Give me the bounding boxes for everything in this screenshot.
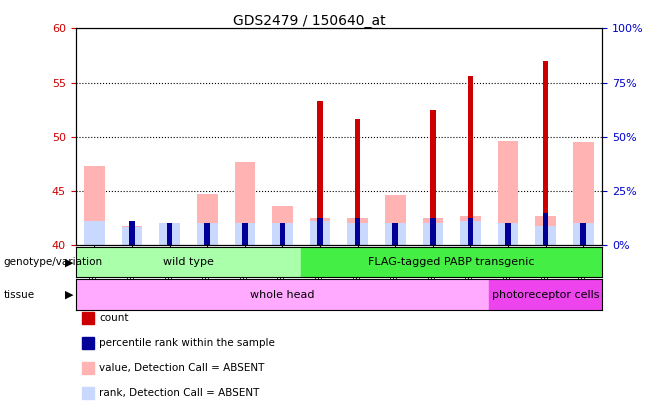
Bar: [347, 223, 368, 245]
Bar: [272, 223, 293, 245]
Bar: [497, 141, 519, 245]
Text: rank, Detection Call = ABSENT: rank, Detection Call = ABSENT: [99, 388, 260, 398]
Bar: [392, 223, 398, 245]
Bar: [310, 221, 330, 245]
Bar: [460, 221, 481, 245]
Text: count: count: [99, 313, 129, 323]
Text: ▶: ▶: [65, 257, 73, 267]
Bar: [317, 218, 323, 245]
Bar: [505, 223, 511, 245]
Bar: [497, 223, 519, 245]
Bar: [159, 223, 180, 245]
Bar: [301, 247, 602, 277]
Bar: [355, 119, 361, 245]
Bar: [430, 110, 436, 245]
Bar: [385, 223, 405, 245]
Bar: [129, 221, 135, 245]
Bar: [84, 221, 105, 245]
Bar: [76, 247, 301, 277]
Bar: [490, 279, 602, 310]
Bar: [468, 76, 473, 245]
Bar: [468, 218, 473, 245]
Bar: [422, 223, 443, 245]
Bar: [76, 279, 490, 310]
Bar: [310, 218, 330, 245]
Bar: [242, 223, 247, 245]
Bar: [355, 218, 361, 245]
Text: photoreceptor cells: photoreceptor cells: [492, 290, 599, 300]
Bar: [460, 216, 481, 245]
Bar: [197, 194, 218, 245]
Bar: [122, 226, 142, 245]
Bar: [84, 166, 105, 245]
Text: tissue: tissue: [3, 290, 34, 300]
Bar: [422, 218, 443, 245]
Bar: [234, 223, 255, 245]
Bar: [536, 216, 556, 245]
Bar: [543, 61, 549, 245]
Bar: [159, 223, 180, 245]
Bar: [317, 101, 323, 245]
Bar: [234, 162, 255, 245]
Bar: [205, 223, 210, 245]
Bar: [430, 218, 436, 245]
Text: FLAG-tagged PABP transgenic: FLAG-tagged PABP transgenic: [368, 257, 535, 267]
Text: whole head: whole head: [250, 290, 315, 300]
Text: genotype/variation: genotype/variation: [3, 257, 103, 267]
Bar: [280, 223, 286, 245]
Bar: [580, 223, 586, 245]
Text: ▶: ▶: [65, 290, 73, 300]
Bar: [122, 227, 142, 245]
Text: percentile rank within the sample: percentile rank within the sample: [99, 338, 275, 348]
Bar: [573, 142, 594, 245]
Bar: [167, 223, 172, 245]
Bar: [347, 218, 368, 245]
Text: wild type: wild type: [163, 257, 214, 267]
Text: GDS2479 / 150640_at: GDS2479 / 150640_at: [233, 14, 386, 28]
Text: value, Detection Call = ABSENT: value, Detection Call = ABSENT: [99, 363, 265, 373]
Bar: [385, 195, 405, 245]
Bar: [536, 226, 556, 245]
Bar: [197, 223, 218, 245]
Bar: [129, 221, 135, 245]
Bar: [272, 206, 293, 245]
Bar: [573, 223, 594, 245]
Bar: [543, 213, 549, 245]
